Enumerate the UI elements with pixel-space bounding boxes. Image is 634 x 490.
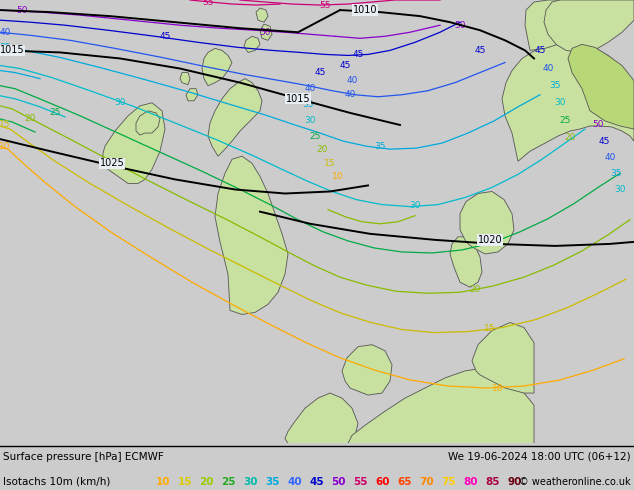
Text: 35: 35 (302, 100, 314, 109)
Polygon shape (208, 78, 262, 156)
Polygon shape (342, 344, 392, 395)
Polygon shape (460, 192, 514, 254)
Text: © weatheronline.co.uk: © weatheronline.co.uk (519, 477, 631, 487)
Text: 45: 45 (339, 61, 351, 70)
Polygon shape (103, 103, 165, 183)
Text: 85: 85 (485, 477, 500, 487)
Text: 40: 40 (344, 90, 356, 99)
Polygon shape (136, 111, 160, 135)
Text: 35: 35 (549, 81, 560, 90)
Text: 45: 45 (309, 477, 324, 487)
Text: 25: 25 (484, 239, 496, 247)
Text: 55: 55 (202, 0, 214, 6)
Text: 45: 45 (534, 46, 546, 55)
Text: 20: 20 (316, 145, 328, 154)
Text: 30: 30 (614, 185, 626, 194)
Text: 75: 75 (441, 477, 456, 487)
Text: 10: 10 (0, 142, 11, 150)
Text: 40: 40 (0, 28, 11, 37)
Polygon shape (215, 156, 288, 315)
Text: 1025: 1025 (100, 158, 124, 168)
Text: 25: 25 (49, 108, 61, 118)
Text: 55: 55 (320, 0, 331, 9)
Text: 10: 10 (492, 384, 504, 392)
Text: 50: 50 (16, 5, 28, 15)
Text: 20: 20 (564, 133, 576, 142)
Text: 25: 25 (559, 117, 571, 125)
Text: 80: 80 (463, 477, 477, 487)
Text: 20: 20 (469, 285, 481, 294)
Text: 40: 40 (346, 76, 358, 85)
Polygon shape (244, 36, 260, 52)
Text: 45: 45 (314, 68, 326, 77)
Text: 15: 15 (0, 121, 11, 129)
Text: 45: 45 (159, 32, 171, 41)
Text: 20: 20 (24, 115, 36, 123)
Text: 10: 10 (332, 172, 344, 181)
Text: 45: 45 (474, 46, 486, 55)
Text: Isotachs 10m (km/h): Isotachs 10m (km/h) (3, 477, 117, 487)
Text: 20: 20 (199, 477, 214, 487)
Text: 40: 40 (604, 153, 616, 162)
Text: 60: 60 (375, 477, 390, 487)
Text: 70: 70 (419, 477, 434, 487)
Text: 35: 35 (611, 169, 622, 178)
Text: 15: 15 (484, 324, 496, 333)
Text: 1015: 1015 (0, 46, 25, 55)
Text: 50: 50 (259, 28, 271, 37)
Text: 50: 50 (331, 477, 346, 487)
Text: 1020: 1020 (477, 235, 502, 245)
Text: 30: 30 (243, 477, 258, 487)
Text: 25: 25 (221, 477, 236, 487)
Text: 30: 30 (114, 98, 126, 107)
Text: 45: 45 (598, 137, 610, 146)
Polygon shape (202, 49, 232, 86)
Text: 65: 65 (398, 477, 411, 487)
Text: 10: 10 (155, 477, 170, 487)
Polygon shape (525, 0, 578, 50)
Polygon shape (502, 42, 634, 161)
Text: We 19-06-2024 18:00 UTC (06+12): We 19-06-2024 18:00 UTC (06+12) (448, 452, 631, 462)
Text: 30: 30 (554, 98, 566, 107)
Text: 30: 30 (410, 201, 421, 210)
Polygon shape (568, 45, 634, 129)
Text: 25: 25 (309, 131, 321, 141)
Polygon shape (544, 0, 634, 52)
Polygon shape (180, 73, 190, 85)
Text: 15: 15 (178, 477, 192, 487)
Text: 40: 40 (304, 84, 316, 93)
Polygon shape (348, 368, 534, 443)
Text: 15: 15 (324, 159, 336, 168)
Text: 35: 35 (0, 43, 11, 52)
Text: 50: 50 (454, 21, 466, 30)
Text: 40: 40 (542, 64, 553, 73)
Text: 50: 50 (592, 121, 604, 129)
Text: Surface pressure [hPa] ECMWF: Surface pressure [hPa] ECMWF (3, 452, 164, 462)
Polygon shape (186, 89, 198, 101)
Text: 55: 55 (353, 477, 368, 487)
Text: 35: 35 (265, 477, 280, 487)
Text: 35: 35 (374, 142, 385, 150)
Text: 40: 40 (287, 477, 302, 487)
Polygon shape (256, 8, 268, 22)
Text: 1015: 1015 (286, 94, 310, 104)
Text: 45: 45 (353, 50, 364, 59)
Polygon shape (285, 393, 358, 443)
Text: 90: 90 (507, 477, 522, 487)
Polygon shape (260, 24, 272, 40)
Polygon shape (472, 322, 534, 393)
Text: 1010: 1010 (353, 5, 377, 15)
Text: 30: 30 (304, 117, 316, 125)
Polygon shape (450, 237, 482, 287)
